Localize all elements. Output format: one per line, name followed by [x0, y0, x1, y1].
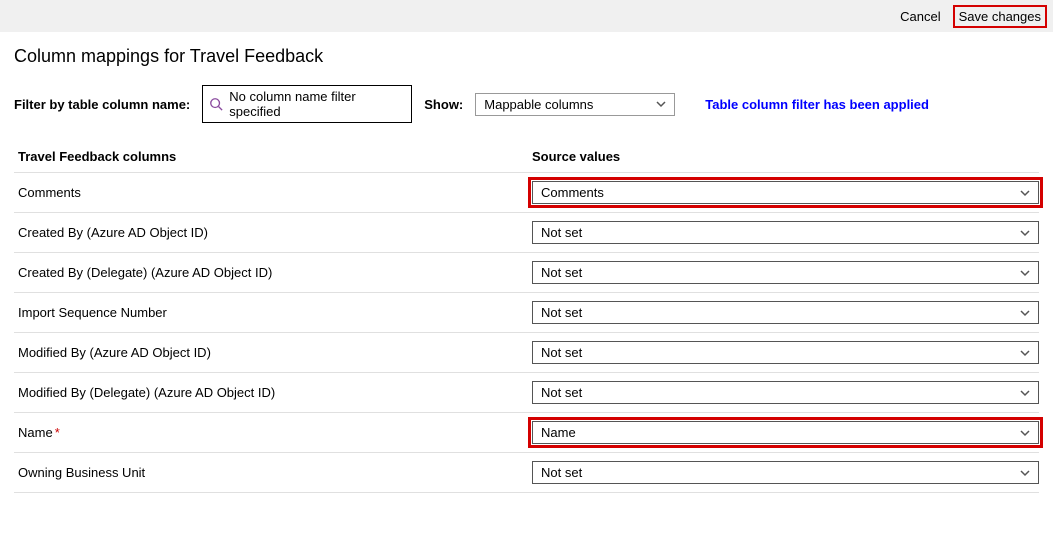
- source-select[interactable]: Not set: [532, 381, 1039, 404]
- source-select[interactable]: Not set: [532, 341, 1039, 364]
- source-value: Not set: [541, 385, 582, 400]
- mapping-row: Modified By (Delegate) (Azure AD Object …: [14, 373, 1039, 413]
- column-name: Modified By (Delegate) (Azure AD Object …: [18, 385, 532, 400]
- filter-row: Filter by table column name: No column n…: [14, 85, 1039, 123]
- show-selected-value: Mappable columns: [484, 97, 593, 112]
- chevron-down-icon: [1020, 268, 1030, 278]
- source-select[interactable]: Not set: [532, 261, 1039, 284]
- filter-input[interactable]: No column name filter specified: [202, 85, 412, 123]
- search-icon: [209, 97, 223, 111]
- source-value: Not set: [541, 225, 582, 240]
- source-select[interactable]: Comments: [532, 181, 1039, 204]
- source-value: Name: [541, 425, 576, 440]
- save-changes-button[interactable]: Save changes: [953, 5, 1047, 28]
- chevron-down-icon: [1020, 348, 1030, 358]
- mapping-row: Modified By (Azure AD Object ID) Not set: [14, 333, 1039, 373]
- column-name: Created By (Delegate) (Azure AD Object I…: [18, 265, 532, 280]
- filter-label: Filter by table column name:: [14, 97, 190, 112]
- mapping-row: Name* Name: [14, 413, 1039, 453]
- chevron-down-icon: [656, 99, 666, 109]
- column-name: Created By (Azure AD Object ID): [18, 225, 532, 240]
- source-select[interactable]: Not set: [532, 301, 1039, 324]
- source-value: Comments: [541, 185, 604, 200]
- mapping-row: Created By (Delegate) (Azure AD Object I…: [14, 253, 1039, 293]
- chevron-down-icon: [1020, 468, 1030, 478]
- source-value: Not set: [541, 265, 582, 280]
- source-value: Not set: [541, 305, 582, 320]
- column-name: Name*: [18, 425, 532, 440]
- content-area: Column mappings for Travel Feedback Filt…: [0, 32, 1053, 507]
- page-title: Column mappings for Travel Feedback: [14, 46, 1039, 67]
- source-select[interactable]: Not set: [532, 461, 1039, 484]
- column-name: Import Sequence Number: [18, 305, 532, 320]
- chevron-down-icon: [1020, 188, 1030, 198]
- mapping-row: Owning Business Unit Not set: [14, 453, 1039, 493]
- mapping-row: Comments Comments: [14, 173, 1039, 213]
- mapping-row: Created By (Azure AD Object ID) Not set: [14, 213, 1039, 253]
- source-select[interactable]: Not set: [532, 221, 1039, 244]
- chevron-down-icon: [1020, 388, 1030, 398]
- source-value: Not set: [541, 345, 582, 360]
- column-name: Modified By (Azure AD Object ID): [18, 345, 532, 360]
- filter-placeholder: No column name filter specified: [229, 89, 405, 119]
- chevron-down-icon: [1020, 308, 1030, 318]
- column-header-right: Source values: [532, 149, 620, 164]
- topbar: Cancel Save changes: [0, 0, 1053, 32]
- cancel-button[interactable]: Cancel: [896, 5, 944, 28]
- mapping-row: Import Sequence Number Not set: [14, 293, 1039, 333]
- source-select[interactable]: Name: [532, 421, 1039, 444]
- chevron-down-icon: [1020, 228, 1030, 238]
- show-label: Show:: [424, 97, 463, 112]
- show-select[interactable]: Mappable columns: [475, 93, 675, 116]
- column-name: Owning Business Unit: [18, 465, 532, 480]
- filter-status-message: Table column filter has been applied: [705, 97, 929, 112]
- column-headers: Travel Feedback columns Source values: [14, 145, 1039, 173]
- column-name: Comments: [18, 185, 532, 200]
- column-header-left: Travel Feedback columns: [18, 149, 532, 164]
- required-mark: *: [55, 425, 60, 440]
- source-value: Not set: [541, 465, 582, 480]
- chevron-down-icon: [1020, 428, 1030, 438]
- topbar-actions: Cancel Save changes: [896, 5, 1047, 28]
- mapping-list: Comments Comments Created By (Azure AD Obj…: [14, 173, 1039, 493]
